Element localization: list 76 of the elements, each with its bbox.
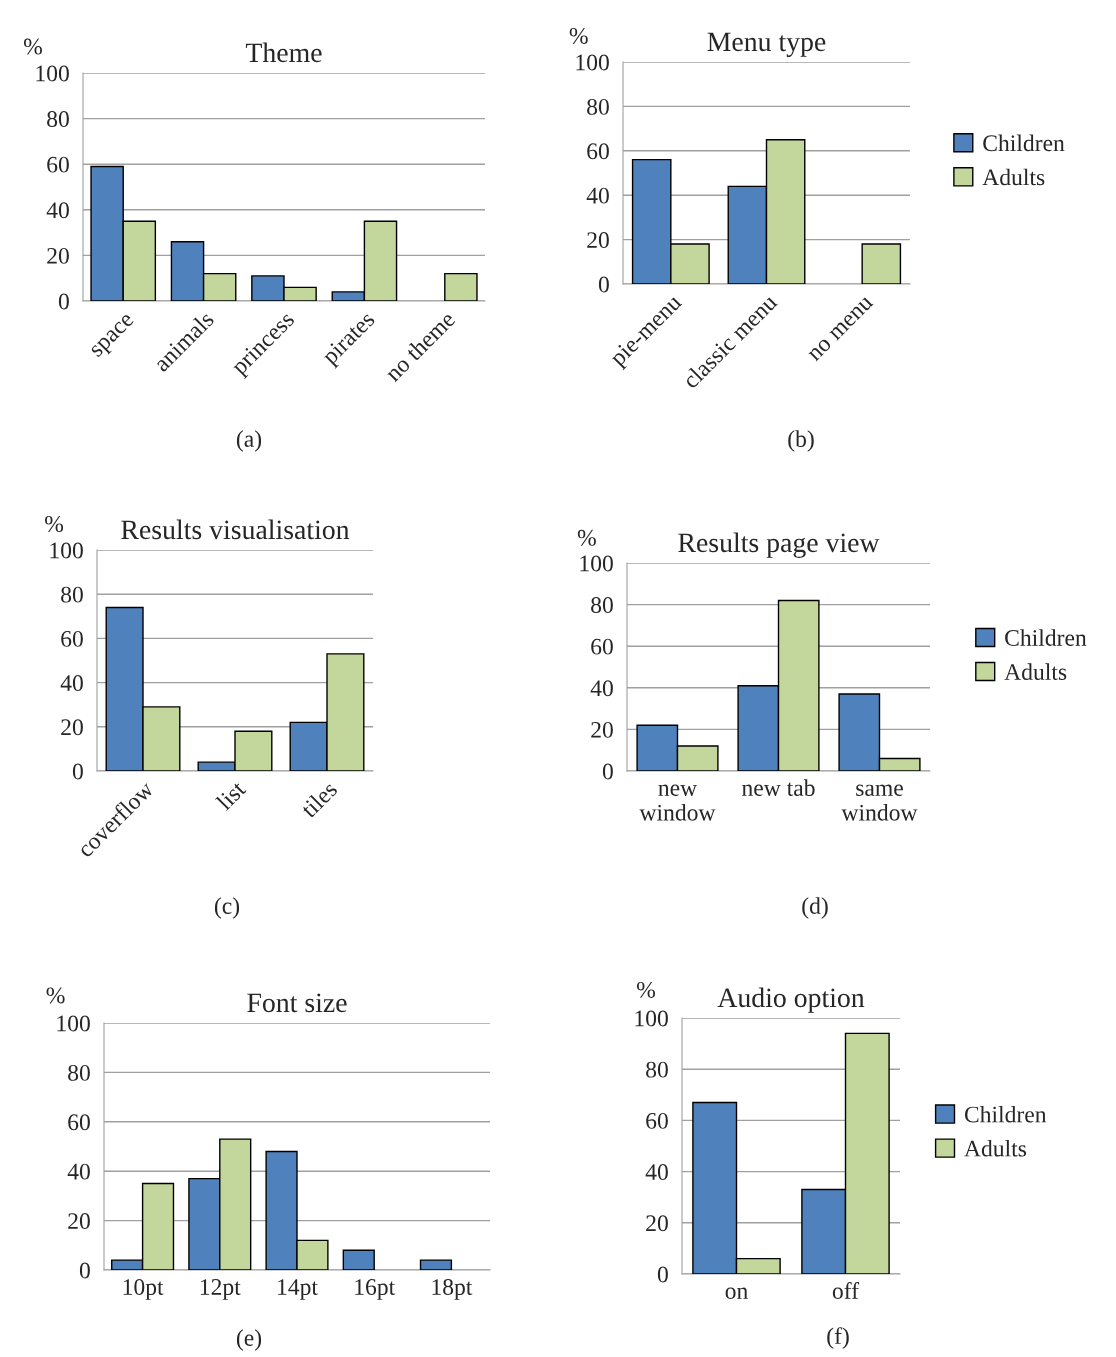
y-axis-title: % <box>23 38 42 55</box>
x-tick-label: new window <box>639 784 716 821</box>
chart-title: Theme <box>245 42 322 63</box>
x-tick-label: list <box>214 779 247 812</box>
y-axis-title: % <box>45 516 64 533</box>
x-tick-label: off <box>832 1282 860 1299</box>
y-tick-label: 100 <box>57 1015 90 1032</box>
y-tick-label: 100 <box>36 65 69 82</box>
chart-title: Menu type <box>707 32 826 57</box>
legend-label: Adults <box>964 1139 1027 1157</box>
y-tick-label: 0 <box>657 1266 668 1283</box>
y-tick-label: 40 <box>46 202 69 219</box>
y-tick-label: 100 <box>580 555 613 572</box>
y-tick-label: 60 <box>587 143 609 160</box>
legend-label: Children <box>964 1105 1047 1123</box>
y-tick-label: 20 <box>587 232 609 249</box>
y-tick-label: 60 <box>47 156 69 173</box>
y-tick-label: 40 <box>67 1163 90 1180</box>
y-tick-label: 0 <box>79 1262 90 1279</box>
y-axis-title: % <box>636 981 656 998</box>
y-tick-label: 20 <box>646 1215 668 1232</box>
y-tick-label: 40 <box>590 680 613 697</box>
y-tick-label: 60 <box>61 630 83 647</box>
y-tick-label: 60 <box>591 638 613 655</box>
bar <box>444 272 478 301</box>
text: (a) <box>236 430 262 452</box>
y-tick-label: 100 <box>50 542 83 559</box>
y-tick-label: 80 <box>61 586 83 603</box>
bar <box>861 243 902 284</box>
y-axis-title: % <box>46 987 65 1004</box>
x-tick-label: on <box>725 1287 748 1299</box>
y-axis-title: % <box>577 529 596 546</box>
x-tick-label: 16pt <box>355 1279 396 1300</box>
y-tick-label: 20 <box>68 1213 90 1230</box>
y-tick-label: 0 <box>58 293 69 310</box>
y-tick-label: 20 <box>61 719 83 736</box>
y-tick-label: 0 <box>598 276 609 293</box>
y-tick-label: 40 <box>60 675 83 692</box>
y-axis-title: % <box>569 27 588 44</box>
text: (c) <box>214 897 240 919</box>
legend-label: Children <box>983 134 1065 152</box>
chart-title: Results visualisation <box>121 519 350 540</box>
y-tick-label: 40 <box>645 1164 668 1181</box>
y-tick-label: 60 <box>68 1114 90 1131</box>
y-tick-label: 100 <box>635 1010 668 1027</box>
x-tick-label: 12pt <box>200 1279 241 1300</box>
text: (f) <box>827 1327 849 1349</box>
y-tick-label: 0 <box>602 763 613 780</box>
bar <box>342 1249 375 1270</box>
y-tick-label: 20 <box>591 721 613 738</box>
chart-title: Font size <box>247 993 347 1013</box>
x-tick-label: same window <box>841 784 918 821</box>
legend-label: Adults <box>982 168 1045 186</box>
y-tick-label: 80 <box>591 597 613 614</box>
x-tick-label: 14pt <box>278 1279 318 1300</box>
chart-title: Results page view <box>678 532 880 558</box>
y-tick-label: 80 <box>646 1061 668 1078</box>
y-tick-label: 80 <box>68 1064 90 1081</box>
y-tick-label: 20 <box>47 247 69 264</box>
y-tick-label: 0 <box>72 763 83 780</box>
text: (d) <box>802 897 828 919</box>
y-tick-label: 60 <box>646 1112 668 1129</box>
text: (e) <box>236 1329 262 1351</box>
x-tick-label: 18pt <box>432 1279 473 1300</box>
legend-label: Adults <box>1004 663 1067 680</box>
text: (b) <box>788 430 814 452</box>
y-tick-label: 40 <box>586 187 609 204</box>
x-tick-label: tiles <box>299 779 339 819</box>
chart-title: Audio option <box>717 987 865 1013</box>
legend-label: Children <box>1005 629 1087 646</box>
bar <box>419 1259 453 1270</box>
x-tick-label: new tab <box>742 779 815 796</box>
x-tick-label: 10pt <box>123 1279 164 1300</box>
y-tick-label: 100 <box>576 54 609 71</box>
y-tick-label: 80 <box>47 111 69 128</box>
y-tick-label: 80 <box>587 98 609 115</box>
